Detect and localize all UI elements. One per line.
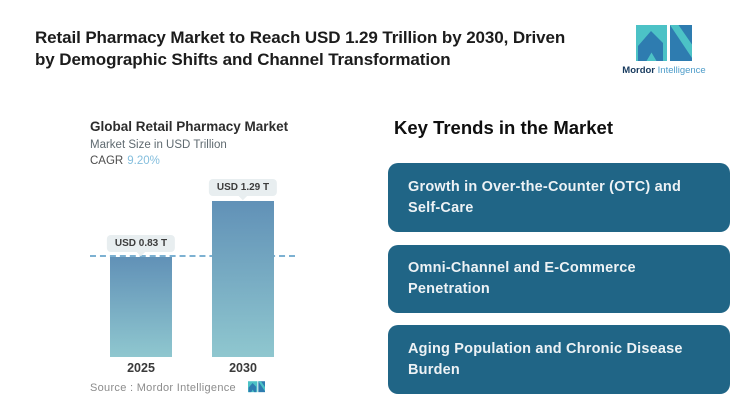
- bar: [212, 201, 274, 357]
- trend-card: Growth in Over-the-Counter (OTC) and Sel…: [388, 163, 730, 232]
- trend-card-label: Growth in Over-the-Counter (OTC) and Sel…: [408, 178, 682, 216]
- source-label: Source : Mordor Intelligence: [90, 382, 236, 394]
- chart-cagr: CAGR 9.20%: [90, 155, 160, 167]
- brand-name-bold: Mordor: [622, 65, 655, 76]
- trends-heading: Key Trends in the Market: [394, 117, 613, 138]
- mordor-intelligence-logo-icon: [636, 25, 692, 61]
- reference-line: [90, 255, 295, 257]
- chart-subtitle: Market Size in USD Trillion: [90, 139, 227, 151]
- x-axis-label: 2030: [229, 361, 257, 375]
- trend-card: Aging Population and Chronic Disease Bur…: [388, 325, 730, 394]
- cagr-value: 9.20%: [127, 155, 160, 167]
- brand-logo: Mordor Intelligence: [618, 25, 710, 76]
- brand-name-light: Intelligence: [657, 65, 706, 76]
- bar-chart: USD 0.83 T USD 1.29 T: [90, 179, 296, 357]
- x-axis-label: 2025: [127, 361, 155, 375]
- trend-card-label: Omni-Channel and E-Commerce Penetration: [408, 260, 636, 297]
- mordor-intelligence-logo-icon: [248, 381, 265, 393]
- page-title-line2: by Demographic Shifts and Channel Transf…: [35, 50, 451, 69]
- chart-title: Global Retail Pharmacy Market: [90, 119, 289, 134]
- brand-name: Mordor Intelligence: [618, 65, 710, 76]
- source-logo: [248, 380, 265, 398]
- page-title: Retail Pharmacy Market to Reach USD 1.29…: [35, 27, 635, 71]
- trend-card: Omni-Channel and E-Commerce Penetration: [388, 245, 730, 313]
- bar-value-label: USD 0.83 T: [106, 235, 176, 252]
- page-title-line1: Retail Pharmacy Market to Reach USD 1.29…: [35, 28, 566, 47]
- trend-card-label: Aging Population and Chronic Disease Bur…: [408, 340, 683, 378]
- cagr-label: CAGR: [90, 155, 124, 167]
- bar: [110, 257, 172, 357]
- bar-value-label: USD 1.29 T: [208, 179, 278, 196]
